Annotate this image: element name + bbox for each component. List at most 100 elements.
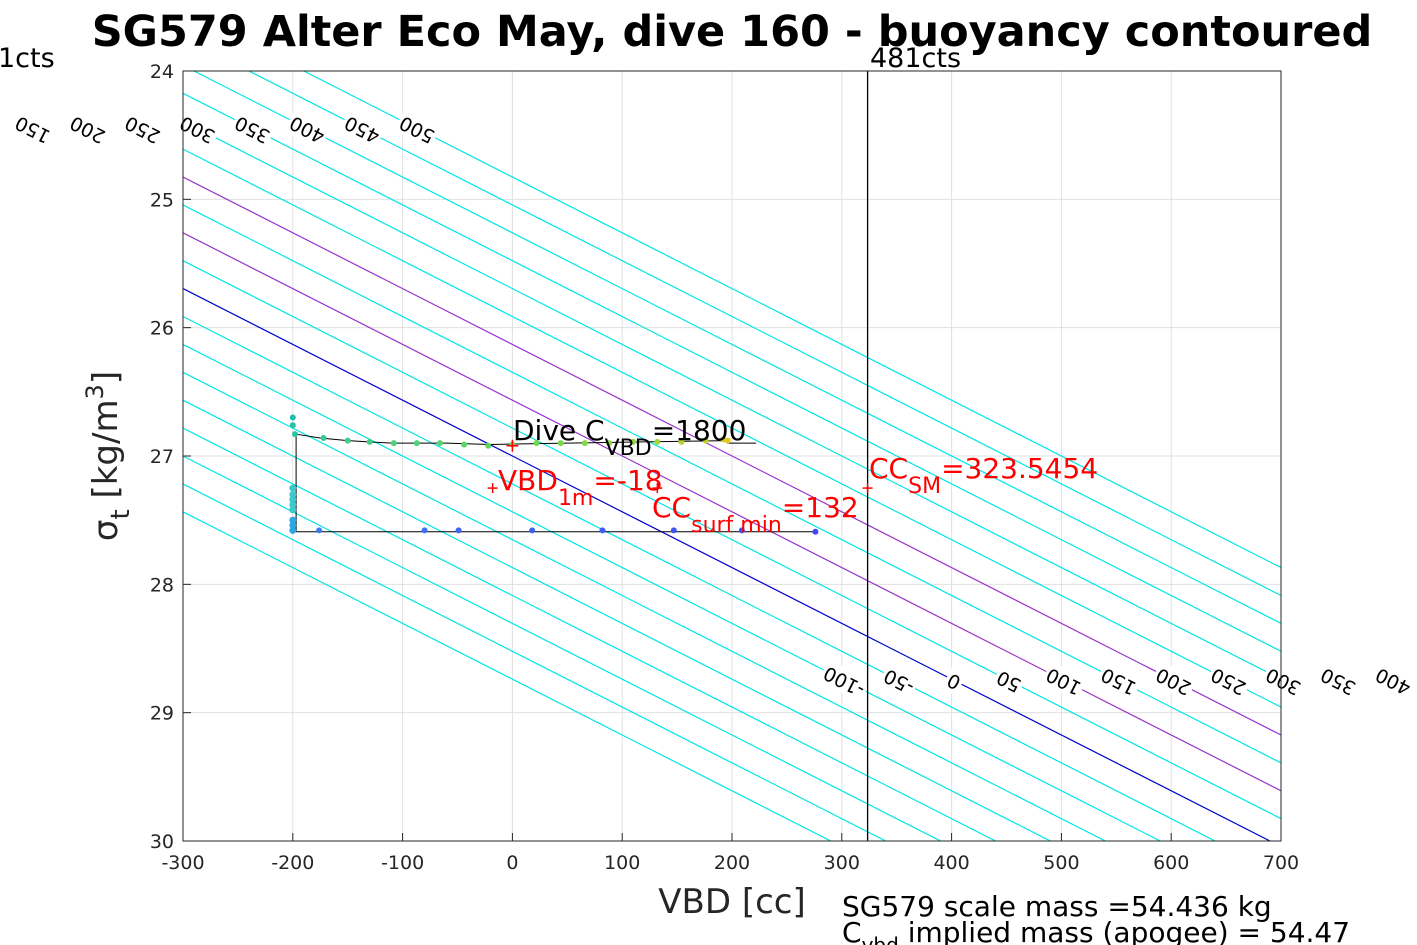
y-tick-label: 25 — [150, 189, 174, 211]
annotation-vbd-1m: VBD1m=-18 — [498, 464, 663, 511]
contour-label-top-450-bg — [338, 109, 386, 150]
annotation-vbd-1m-sub: 1m — [558, 486, 593, 511]
contour-label-bottom-400-bg — [1369, 661, 1417, 701]
contour-line-200 — [183, 176, 1281, 736]
contour-lines — [183, 71, 1281, 841]
ascent-point — [529, 527, 536, 534]
left-cts-label: 1cts — [0, 43, 55, 74]
descent-point — [702, 437, 709, 444]
contour-label-bottom-350-bg — [1315, 661, 1362, 701]
x-tick-label: 200 — [714, 852, 750, 874]
contour-label-top-500-bg — [393, 109, 441, 150]
dive-points — [289, 414, 819, 535]
vertical-point — [289, 484, 297, 492]
annotation-cc-surf-min-main: CC — [652, 491, 691, 524]
contour-line--100 — [183, 343, 1161, 841]
footer-implied-value: implied mass (apogee) = 54.47 — [899, 916, 1350, 945]
contour-line--50 — [183, 315, 1216, 841]
contour-label-top-150-bg — [9, 109, 57, 150]
y-axis-label-unit-sup: 3 — [81, 384, 109, 399]
annotation-cc-surf-min-value: =132 — [782, 491, 859, 524]
footer-implied-mass: Cvbd implied mass (apogee) = 54.47 — [842, 916, 1350, 945]
contour-label-bottom-50-bg — [991, 663, 1028, 699]
footer-implied-sub: vbd — [862, 933, 899, 945]
footer-implied-main: C — [842, 916, 862, 945]
annotation-dive-cvbd-main: Dive C — [513, 414, 605, 447]
descent-point — [320, 435, 327, 442]
descent-point — [581, 440, 588, 447]
descent-point — [436, 440, 443, 447]
y-tick-label: 29 — [150, 703, 174, 725]
contour-line-500 — [303, 71, 1281, 569]
descent-point — [413, 440, 420, 447]
descent-point — [366, 438, 373, 445]
y-axis-label-unit-close: ] — [86, 371, 126, 384]
descent-point — [678, 438, 685, 445]
annotation-dive-cvbd-value: =1800 — [652, 414, 747, 447]
contour-label-bottom-200-bg — [1150, 661, 1198, 701]
descent-point — [654, 438, 661, 445]
chart-title: SG579 Alter Eco May, dive 160 - buoyancy… — [92, 7, 1373, 57]
descent-point — [630, 438, 637, 445]
descent-point — [344, 437, 351, 444]
x-tick-label: 600 — [1153, 852, 1189, 874]
x-tick-label: -300 — [161, 852, 204, 874]
descent-point — [606, 440, 613, 447]
x-tick-label: 100 — [604, 852, 640, 874]
contour-line--350 — [183, 483, 886, 841]
annotation-vbd-1m-main: VBD — [498, 464, 558, 497]
ascent-point — [738, 527, 745, 534]
x-tick-label: 0 — [506, 852, 518, 874]
x-tick-label: -200 — [271, 852, 314, 874]
descent-point — [291, 431, 298, 438]
ascent-point — [670, 527, 677, 534]
contour-line-250 — [183, 148, 1281, 708]
annotation-cc-surf-min: CCsurf min=132 — [652, 491, 859, 538]
descent-point — [485, 442, 492, 449]
contour-label-top-250-bg — [119, 109, 167, 150]
y-tick-label: 26 — [150, 318, 174, 340]
contour-line-100 — [183, 232, 1281, 792]
contour-label-top-300-bg — [174, 109, 221, 150]
annotation-vbd-1m-value: =-18 — [593, 464, 662, 497]
annotation-cc-sm: CCSM=323.5454 — [869, 452, 1098, 499]
ascent-point — [455, 527, 462, 534]
y-tick-label: 28 — [150, 574, 174, 596]
axis-ticks: -300 -200 -100 0 100 200 300 400 500 600 700 24 25 26… — [150, 61, 1299, 874]
contour-label-bottom-0-bg — [941, 666, 967, 696]
descent-point — [533, 440, 540, 447]
ascent-point — [421, 527, 428, 534]
y-tick-label: 30 — [150, 831, 174, 853]
x-tick-label: 300 — [824, 852, 860, 874]
x-axis-label: VBD [cc] — [658, 882, 806, 922]
footer-scale-mass: SG579 scale mass =54.436 kg — [842, 890, 1272, 923]
x-tick-label: -100 — [381, 852, 424, 874]
contour-line-400 — [193, 71, 1281, 625]
descent-point — [557, 440, 564, 447]
x-tick-label: 400 — [933, 852, 969, 874]
ascent-point — [599, 527, 606, 534]
contour-line--150 — [183, 371, 1106, 841]
descent-point — [724, 437, 731, 444]
vertical-point — [289, 491, 297, 498]
contour-line-150 — [183, 204, 1281, 764]
annotation-dive-cvbd: Dive CVBD=1800 — [513, 414, 746, 461]
x-tick-label: 700 — [1263, 852, 1299, 874]
descent-point — [390, 440, 397, 447]
vertical-point — [289, 501, 297, 509]
contour-line-50 — [183, 260, 1281, 820]
annotation-cc-sm-sub: SM — [908, 474, 941, 499]
y-tick-label: 24 — [150, 61, 174, 83]
y-tick-label: 27 — [150, 446, 174, 468]
vertical-point — [289, 516, 297, 524]
vertical-point — [289, 521, 297, 529]
contour-label-bottom--100-bg — [817, 659, 871, 703]
contour-label-bottom-150-bg — [1095, 661, 1143, 701]
contour-label-top-350-bg — [229, 109, 276, 150]
contour-line--400 — [183, 511, 832, 841]
descent-point — [289, 422, 296, 429]
contour-label-top-400-bg — [284, 109, 331, 150]
contour-label-bottom-300-bg — [1260, 661, 1307, 701]
vertical-point — [289, 496, 297, 504]
